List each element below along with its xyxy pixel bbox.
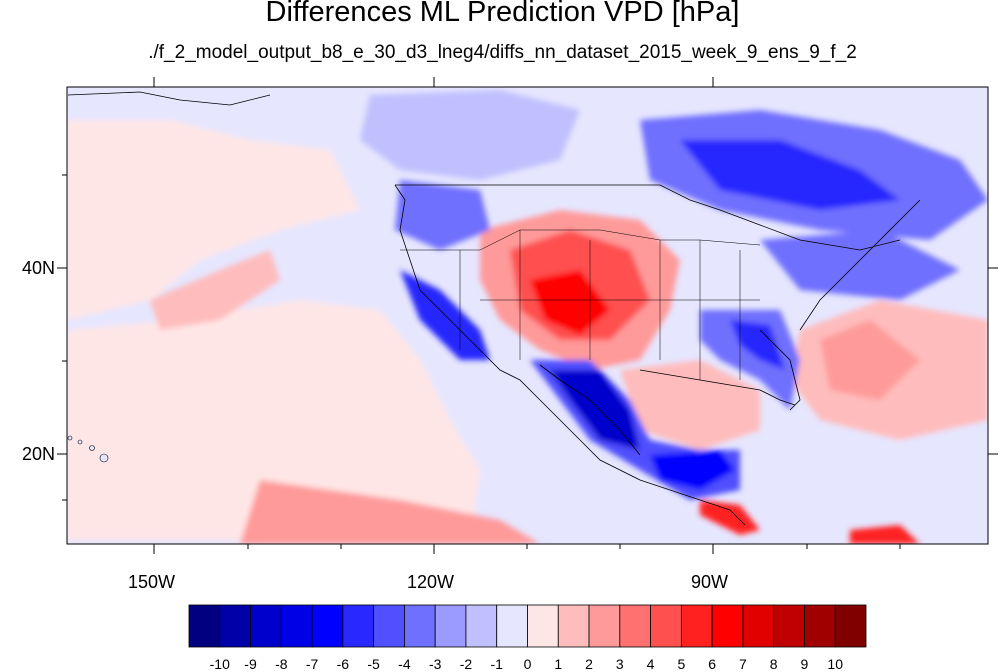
colorbar-tick-label: 10 <box>827 656 844 672</box>
lon-label-90w: 90W <box>691 572 729 592</box>
hawaii <box>67 435 109 463</box>
colorbar-tick-label: 3 <box>615 656 624 672</box>
lat-label-40n: 40N <box>22 258 56 278</box>
colorbar-tick-label: -7 <box>305 656 319 672</box>
northwest-negative <box>395 180 490 250</box>
colorbar-tick-label: -4 <box>398 656 411 672</box>
colorbar <box>188 604 867 648</box>
colorbar-swatch <box>311 604 344 648</box>
colorbar-tick-label: -3 <box>428 656 442 672</box>
colorbar-swatch <box>619 604 651 648</box>
colorbar-swatch <box>250 604 282 648</box>
colorbar-tick-label: -9 <box>244 656 257 672</box>
colorbar-swatch <box>404 604 436 648</box>
canada-west-negative <box>360 90 580 180</box>
equatorial-positive-band <box>240 480 540 544</box>
colorbar-tick-label: 4 <box>646 656 655 672</box>
colorbar-swatch <box>434 604 467 648</box>
lat-label-20n: 20N <box>22 444 56 464</box>
map-subtitle: ./f_2_model_output_b8_e_30_d3_lneg4/diff… <box>148 42 857 63</box>
colorbar-swatch <box>742 604 775 648</box>
colorbar-swatch <box>465 604 498 648</box>
colorbar-swatch <box>650 604 682 648</box>
colorbar-swatch <box>588 604 621 648</box>
colorbar-swatch <box>834 604 867 648</box>
colorbar-tick-label: -10 <box>209 656 230 672</box>
axis-ticks <box>57 77 998 554</box>
colorbar-tick-label: -8 <box>275 656 288 672</box>
central-america-positive <box>700 500 760 535</box>
colorbar-swatch <box>280 604 313 648</box>
pacific-positive-south <box>67 300 480 540</box>
colorbar-tick-label: -2 <box>459 656 473 672</box>
colorbar-swatch <box>342 604 375 648</box>
colorbar-tick-label: 5 <box>677 656 686 672</box>
colorbar-swatch <box>496 604 528 648</box>
gulf-positive <box>620 360 760 450</box>
lon-label-120w: 120W <box>407 572 455 592</box>
colorbar-swatch <box>527 604 559 648</box>
colorbar-swatch <box>557 604 590 648</box>
colorbar-tick-label: -6 <box>336 656 350 672</box>
southeast-negative <box>700 310 800 410</box>
colorbar-swatch <box>219 604 251 648</box>
colorbar-swatch <box>773 604 805 648</box>
state-borders <box>400 229 761 380</box>
colorbar-tick-label: 6 <box>708 656 717 672</box>
colorbar-tick-label: -1 <box>490 656 503 672</box>
colorbar-tick-label: 8 <box>769 656 778 672</box>
data-field <box>67 87 988 544</box>
colorbar-tick-label: 7 <box>739 656 747 672</box>
colorbar-swatch <box>373 604 405 648</box>
colorbar-swatch <box>680 604 713 648</box>
colorbar-tick-label: -5 <box>367 656 380 672</box>
colorbar-swatch <box>711 604 744 648</box>
pacific-positive-north <box>67 120 360 320</box>
colorbar-tick-label: 1 <box>554 656 563 672</box>
map-title: Differences ML Prediction VPD [hPa] <box>265 0 740 28</box>
colorbar-swatch <box>188 604 221 648</box>
colorbar-swatch <box>804 604 836 648</box>
lon-label-150w: 150W <box>128 572 176 592</box>
colorbar-tick-label: 2 <box>585 656 593 672</box>
colorbar-tick-label: 9 <box>800 656 809 672</box>
northeast-negative <box>760 230 960 300</box>
colorbar-tick-label: 0 <box>523 656 532 672</box>
pacific-positive-band <box>150 250 280 330</box>
